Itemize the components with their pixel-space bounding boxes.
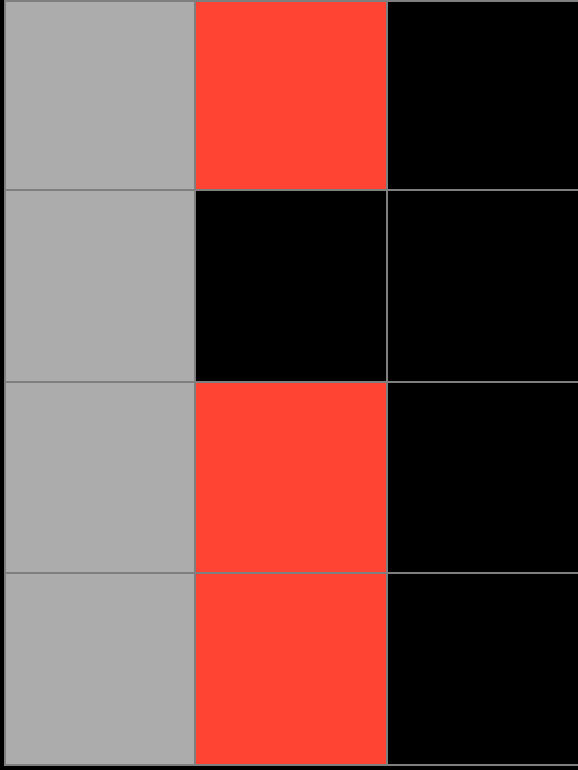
grid-cell-r3-c1-gray[interactable] [4, 381, 197, 574]
grid-cell-r2-c3-black[interactable] [386, 189, 578, 383]
grid-cell-r1-c3-black[interactable] [386, 0, 578, 192]
grid-cell-r2-c2-black[interactable] [194, 189, 388, 383]
grid-cell-r1-c1-gray[interactable] [4, 0, 197, 192]
grid-cell-r3-c3-black[interactable] [386, 381, 578, 574]
grid-cell-r4-c2-red[interactable] [194, 572, 388, 766]
grid-cell-r4-c3-black[interactable] [386, 572, 578, 766]
grid-cell-r2-c1-gray[interactable] [4, 189, 197, 383]
grid-cell-r1-c2-red[interactable] [194, 0, 388, 192]
grid-cell-r3-c2-red[interactable] [194, 381, 388, 574]
grid-cell-r4-c1-gray[interactable] [4, 572, 197, 766]
